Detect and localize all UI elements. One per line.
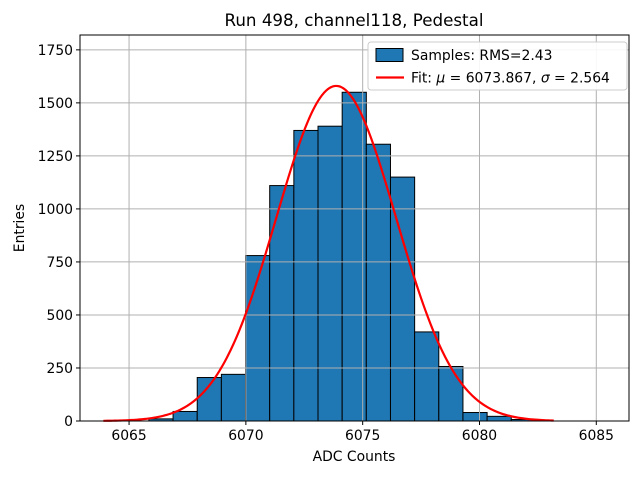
- histogram-bar: [462, 412, 488, 422]
- histogram-bar: [220, 373, 247, 422]
- fit-curve: [103, 84, 554, 422]
- plot-border: [79, 34, 630, 422]
- y-tick-label: 1500: [38, 96, 73, 112]
- y-tick-label: 0: [64, 414, 73, 430]
- legend-item-samples: Samples: RMS=2.43: [411, 48, 552, 64]
- y-axis-label: Entries: [12, 204, 28, 252]
- histogram-bar: [293, 129, 319, 422]
- x-tick-label: 6075: [345, 428, 380, 444]
- legend-item-fit: Fit: μ = 6073.867, σ = 2.564: [411, 71, 610, 87]
- x-tick-label: 6085: [579, 428, 614, 444]
- x-tick-label: 6070: [228, 428, 263, 444]
- legend-greek-symbol: μ: [435, 71, 445, 87]
- x-axis-label: ADC Counts: [313, 449, 396, 465]
- legend: Samples: RMS=2.43 Fit: μ = 6073.867, σ = …: [367, 41, 628, 91]
- y-tick-label: 1250: [38, 149, 73, 165]
- histogram-bar: [269, 185, 295, 422]
- histogram-bar: [172, 410, 198, 422]
- histogram-bars: [148, 91, 536, 422]
- y-axis-ticks: 0 250 500 750 1000 1250 1500 1750: [38, 43, 80, 430]
- histogram-bar: [438, 365, 464, 422]
- x-axis-ticks: 6065 6070 6075 6080 6085: [111, 421, 614, 444]
- y-tick-label: 250: [46, 361, 73, 377]
- x-tick-label: 6065: [111, 428, 146, 444]
- y-tick-label: 1750: [38, 43, 73, 59]
- x-tick-label: 6080: [462, 428, 497, 444]
- legend-text-part: = 6073.867,: [445, 71, 541, 87]
- y-tick-label: 500: [46, 308, 73, 324]
- axes: 6065 6070 6075 6080 6085 0 250 500 750 1000 1250 1…: [38, 34, 630, 444]
- legend-greek-symbol: σ: [541, 71, 551, 87]
- histogram-bar: [317, 125, 343, 422]
- y-tick-label: 750: [46, 255, 73, 271]
- chart-title: Run 498, channel118, Pedestal: [225, 10, 484, 30]
- legend-text-part: Samples: RMS=2.43: [411, 48, 552, 64]
- histogram-bar: [486, 415, 512, 422]
- legend-text-part: Fit:: [411, 71, 436, 87]
- y-tick-label: 1000: [38, 202, 73, 218]
- legend-swatch-patch: [375, 48, 404, 62]
- legend-box: [367, 41, 628, 91]
- histogram-bar: [414, 331, 440, 422]
- legend-text-part: = 2.564: [550, 71, 610, 87]
